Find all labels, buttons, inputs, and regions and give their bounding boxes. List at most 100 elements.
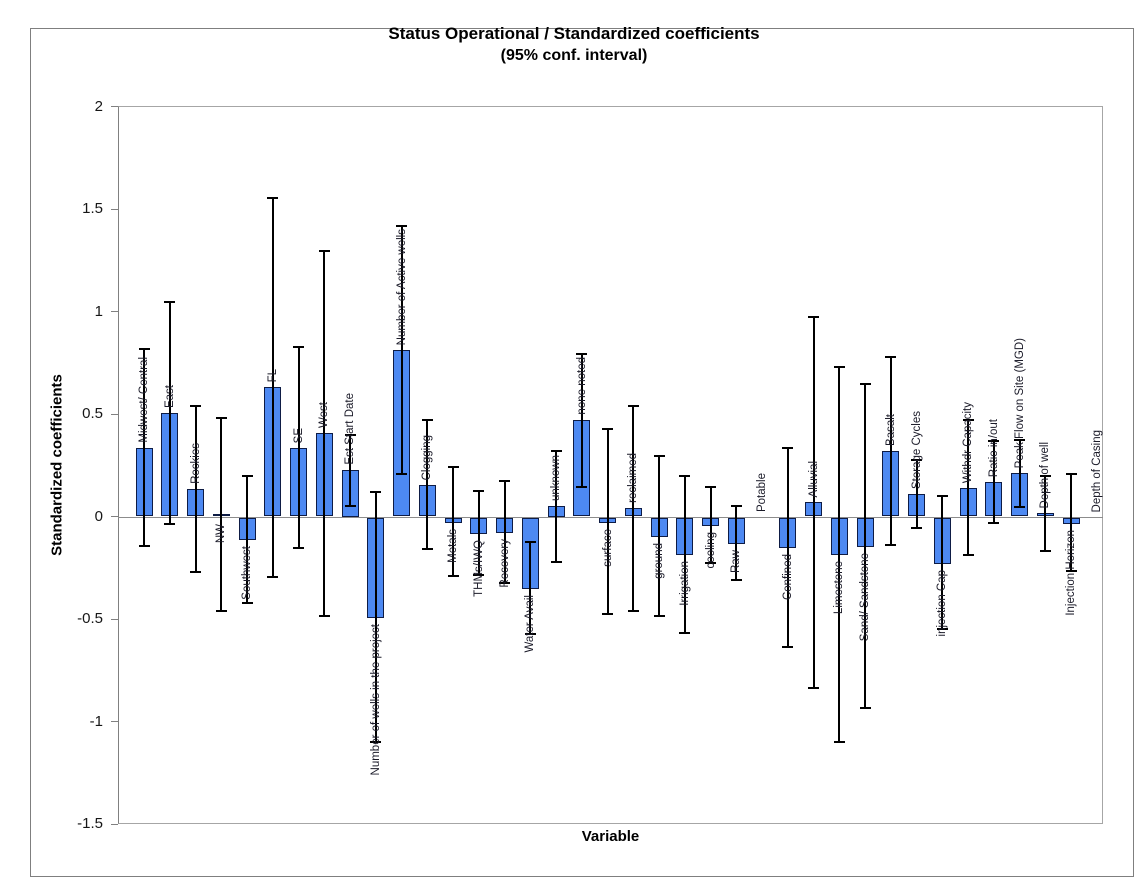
error-bar-cap-top: [524, 541, 536, 544]
error-bar-line: [297, 347, 300, 549]
error-bar-cap-top: [936, 495, 948, 497]
error-bar-line: [246, 475, 248, 603]
error-bar-cap-bottom: [447, 574, 459, 577]
error-bar-cap-top: [370, 490, 382, 493]
error-bar-cap-top: [730, 505, 742, 508]
error-bar-line: [323, 251, 326, 616]
category-label: Peak Flow on Site (MGD): [1013, 338, 1026, 469]
error-bar-cap-bottom: [782, 645, 794, 648]
error-bar-line: [606, 429, 609, 614]
error-bar-cap-bottom: [499, 582, 510, 585]
error-bar-cap-top: [164, 301, 176, 304]
error-bar-cap-top: [215, 417, 227, 420]
category-label: Injection Horizon: [1065, 529, 1077, 616]
error-bar-cap-bottom: [473, 573, 485, 576]
error-bar-line: [400, 226, 403, 475]
error-bar-cap-top: [267, 196, 279, 199]
error-bar-cap-bottom: [627, 609, 639, 612]
category-label: Rockies: [189, 442, 202, 484]
category-label: Depth of Casing: [1090, 429, 1103, 512]
error-bar-cap-bottom: [190, 570, 201, 573]
y-axis-tick: [111, 413, 118, 415]
category-label: Potable: [756, 472, 768, 512]
error-bar-cap-bottom: [1039, 550, 1051, 553]
error-bar-cap-top: [318, 250, 330, 253]
error-bar-line: [735, 506, 738, 581]
error-bar-cap-top: [421, 419, 433, 422]
error-bar-cap-bottom: [679, 632, 691, 635]
error-bar-cap-bottom: [705, 561, 716, 564]
plot-area: [118, 106, 1103, 824]
category-label: Est Start Date: [344, 393, 356, 465]
error-bar-cap-top: [447, 466, 459, 469]
error-bar-cap-top: [1014, 438, 1025, 441]
error-bar-cap-top: [1039, 474, 1051, 477]
error-bar-cap-bottom: [267, 575, 279, 578]
error-bar-cap-bottom: [241, 601, 253, 604]
error-bar-line: [941, 496, 944, 630]
category-label: Raw: [730, 550, 743, 574]
error-bar-cap-bottom: [885, 544, 897, 547]
category-label: surface: [601, 528, 614, 567]
error-bar-line: [349, 434, 351, 507]
error-bar-line: [555, 450, 557, 562]
category-label: unknown: [550, 455, 562, 502]
error-bar-cap-bottom: [962, 554, 974, 557]
error-bar-cap-top: [138, 348, 150, 351]
error-bar-cap-top: [911, 459, 922, 462]
y-axis-tick: [111, 208, 118, 210]
category-label: Confined: [781, 554, 794, 601]
error-bar-cap-top: [550, 449, 562, 452]
error-bar-line: [271, 197, 274, 577]
category-label: Storage Cycles: [910, 410, 923, 489]
y-axis-tick: [111, 721, 118, 722]
error-bar-line: [658, 456, 660, 616]
error-bar-line: [992, 440, 995, 523]
error-bar-line: [864, 384, 866, 709]
category-label: Southwest: [241, 546, 253, 600]
error-bar-line: [452, 467, 454, 576]
category-label: injection Cap: [936, 569, 949, 637]
error-bar-cap-top: [293, 346, 304, 349]
error-bar-cap-bottom: [859, 707, 871, 710]
error-bar-cap-top: [627, 404, 639, 407]
category-label: Depth of well: [1039, 442, 1052, 509]
category-label: Number of wells in the project: [369, 623, 382, 776]
error-bar-line: [1018, 439, 1021, 508]
category-label: Clogging: [421, 434, 434, 481]
category-label: Number of Active wells: [395, 229, 408, 346]
error-bar-line: [529, 542, 532, 635]
error-bar-line: [220, 418, 223, 611]
category-label: Withdr Capacity: [962, 401, 974, 483]
error-bar-line: [889, 356, 892, 546]
error-bar-cap-bottom: [550, 560, 562, 563]
error-bar-cap-bottom: [370, 741, 382, 743]
error-bar-line: [477, 490, 480, 575]
error-bar-cap-bottom: [988, 521, 1000, 524]
y-axis-tick: [111, 618, 118, 620]
error-bar-line: [1044, 475, 1047, 552]
error-bar-cap-bottom: [808, 686, 819, 689]
error-bar-cap-top: [190, 404, 201, 407]
error-bar-cap-bottom: [293, 547, 304, 550]
error-bar-cap-top: [344, 433, 356, 436]
category-label: Ratio in/out: [987, 418, 1000, 477]
category-label: Water Avail: [524, 595, 537, 653]
error-bar-cap-top: [988, 439, 1000, 442]
category-label: Limestone: [833, 561, 846, 615]
y-axis-tick: [111, 311, 118, 312]
error-bar-line: [143, 349, 145, 547]
error-bar-line: [426, 420, 429, 550]
error-bar-cap-top: [1065, 473, 1077, 476]
category-label: none noted: [575, 357, 588, 415]
category-label: Recovery: [498, 538, 511, 588]
category-label: reclaimed: [627, 453, 640, 504]
error-bar-cap-bottom: [164, 522, 176, 525]
zero-gridline: [118, 516, 1103, 518]
error-bar-line: [812, 316, 815, 688]
error-bar-cap-top: [499, 479, 510, 482]
category-label: Metals: [447, 528, 459, 563]
y-axis-tick: [111, 106, 118, 107]
error-bar-cap-top: [602, 428, 613, 431]
error-bar-cap-top: [808, 315, 819, 318]
